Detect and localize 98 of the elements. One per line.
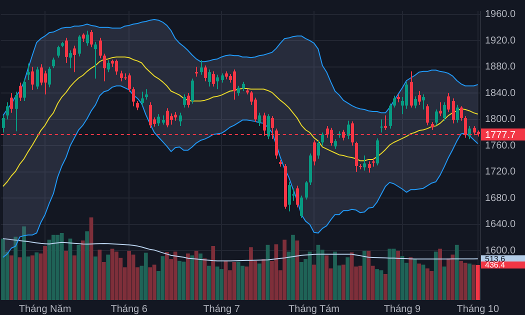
bar [421, 264, 426, 300]
x-tick-label: Tháng 6 [110, 304, 148, 315]
bar [1, 238, 5, 300]
bar [186, 254, 190, 300]
bar [94, 256, 98, 300]
y-tick-label: 1800.0 [485, 114, 516, 126]
bar [131, 254, 136, 300]
bar [34, 252, 39, 300]
bar [52, 234, 56, 300]
bar [291, 234, 295, 300]
x-tick-label: Tháng 9 [384, 304, 422, 315]
bar [110, 248, 114, 300]
bar [194, 250, 198, 300]
bar [9, 255, 14, 300]
y-tick-label: 1880.0 [485, 62, 516, 73]
x-tick-label: Tháng 10 [456, 304, 500, 315]
bar [76, 244, 81, 300]
bar [396, 250, 400, 300]
bar [388, 248, 392, 300]
bar [257, 264, 262, 300]
bar [148, 267, 152, 300]
bar [375, 269, 379, 300]
candlestick [380, 119, 383, 133]
bar [240, 266, 244, 300]
bar [60, 233, 64, 300]
bar [220, 269, 224, 300]
bar [114, 252, 118, 300]
y-tick-label: 1960.0 [485, 9, 516, 20]
y-tick-label: 1840.0 [485, 88, 516, 99]
bar [459, 260, 464, 300]
bar [282, 240, 287, 300]
bar [299, 262, 304, 300]
bar [190, 255, 194, 300]
bar [312, 264, 316, 300]
bar [211, 246, 216, 300]
bar [43, 246, 47, 300]
bar [64, 250, 68, 300]
bar [434, 252, 438, 300]
bar [215, 266, 220, 300]
bar [232, 262, 236, 300]
y-tick-label: 1720.0 [485, 166, 516, 178]
bar [346, 257, 350, 300]
x-tick-label: Tháng Tám [288, 304, 340, 315]
y-tick-label: 1640.0 [485, 219, 516, 230]
bar [274, 244, 278, 300]
bar [426, 268, 430, 300]
bar [182, 262, 186, 300]
bar [392, 248, 396, 300]
y-tick-label: 1680.0 [485, 192, 516, 204]
bar [450, 254, 455, 300]
bar [178, 260, 182, 300]
bar [206, 266, 211, 300]
bar [472, 264, 476, 300]
bar [160, 256, 165, 300]
bar [262, 259, 266, 300]
x-tick-label: Tháng Năm [18, 304, 72, 315]
bar [324, 255, 329, 300]
bar [72, 255, 76, 300]
bar [468, 264, 472, 300]
bar [412, 259, 417, 300]
bar [80, 240, 85, 300]
y-tick-label: 1760.0 [485, 140, 516, 152]
bar [198, 254, 202, 300]
bar [164, 252, 169, 300]
bar [127, 250, 132, 300]
bar [98, 250, 102, 300]
y-tick-label: 1920.0 [485, 35, 516, 46]
bar [417, 264, 421, 300]
x-tick-label: Tháng 7 [203, 304, 240, 315]
bar [408, 257, 413, 300]
bar [430, 271, 434, 300]
bar [22, 226, 26, 300]
bar [341, 264, 346, 300]
bar [18, 257, 22, 300]
bar [333, 252, 337, 300]
bar [463, 262, 468, 300]
bar [56, 234, 60, 300]
y-tick-label: 1600.0 [485, 245, 516, 256]
bar [152, 264, 156, 300]
bar [350, 252, 354, 300]
y2-tick-label: 436.4 [485, 260, 506, 270]
bar [379, 270, 384, 300]
bar [366, 250, 371, 300]
bar [106, 254, 110, 300]
bar [442, 266, 446, 300]
bar [85, 231, 89, 300]
bar [30, 255, 34, 300]
bar [144, 252, 148, 300]
bar [236, 262, 240, 300]
bar [362, 250, 366, 300]
bar [438, 248, 442, 300]
bar [14, 236, 18, 300]
bar [446, 258, 450, 300]
bar [358, 266, 362, 300]
bar [454, 244, 459, 300]
ref-line-label: 1777.7 [485, 130, 516, 141]
bar [249, 247, 253, 300]
bar [384, 274, 388, 300]
